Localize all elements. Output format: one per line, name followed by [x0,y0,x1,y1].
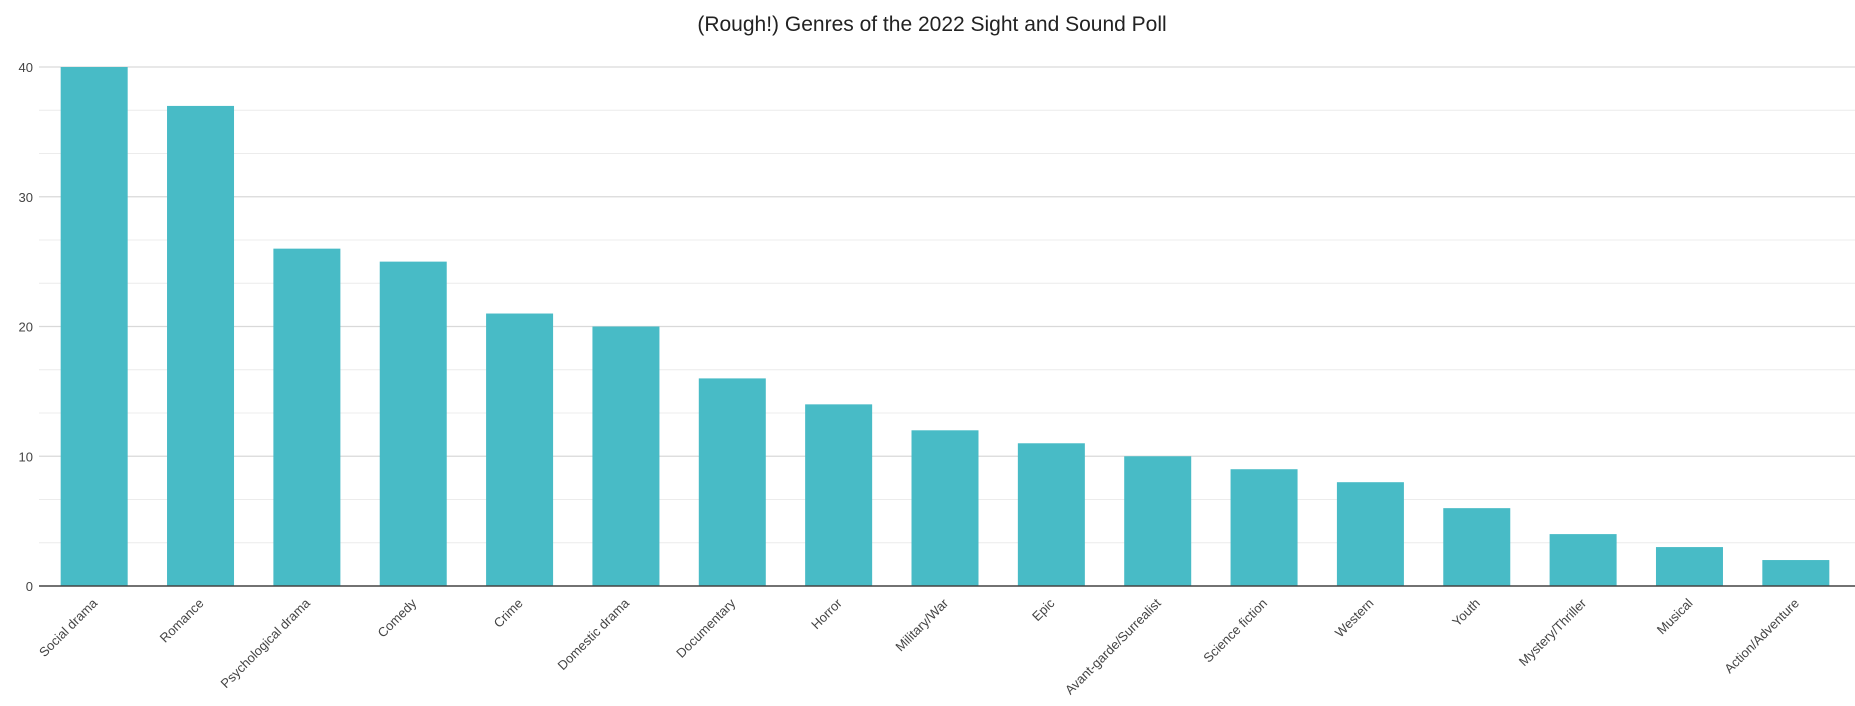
bar [167,105,235,587]
x-tick-label: Epic [1029,595,1058,624]
y-tick-label: 0 [26,579,33,594]
bar [379,261,447,586]
bar [805,404,873,586]
bar [1017,443,1085,586]
bar [1336,482,1404,586]
bar [1443,508,1511,586]
x-tick-label: Science fiction [1200,596,1270,666]
y-tick-label: 30 [19,190,33,205]
x-tick-label: Action/Adventure [1721,596,1802,677]
bar [1655,547,1723,586]
bar [1230,469,1298,586]
y-tick-label: 10 [19,449,33,464]
x-tick-label: Domestic drama [555,595,633,673]
x-tick-label: Social drama [36,595,101,660]
x-tick-label: Romance [157,596,207,646]
bar [1549,534,1617,586]
bar [60,67,128,586]
bars [60,67,1830,587]
gridlines [39,66,1855,544]
x-tick-label: Documentary [673,595,739,661]
x-tick-label: Youth [1449,596,1483,630]
x-tick-label: Crime [491,596,526,631]
x-tick-label: Horror [808,595,845,632]
bar [1124,456,1192,586]
bar [911,430,979,586]
x-axis: Social drama Romance Psychological drama Co… [36,595,1802,697]
bar [1762,560,1830,586]
x-tick-label: Western [1332,596,1377,641]
x-tick-label: Comedy [375,595,420,640]
bar [592,326,660,586]
x-tick-label: Military/War [892,595,951,654]
x-tick-label: Avant-garde/Surrealist [1062,595,1164,697]
bar [486,313,554,586]
x-tick-label: Mystery/Thriller [1516,595,1590,669]
chart-title: (Rough!) Genres of the 2022 Sight and So… [697,13,1166,36]
y-axis: 0 10 20 30 40 [19,60,33,594]
x-tick-label: Musical [1654,595,1696,637]
bar [698,378,766,586]
x-tick-label: Psychological drama [218,595,314,691]
y-tick-label: 40 [19,60,33,75]
bar [273,248,341,586]
y-tick-label: 20 [19,320,33,335]
